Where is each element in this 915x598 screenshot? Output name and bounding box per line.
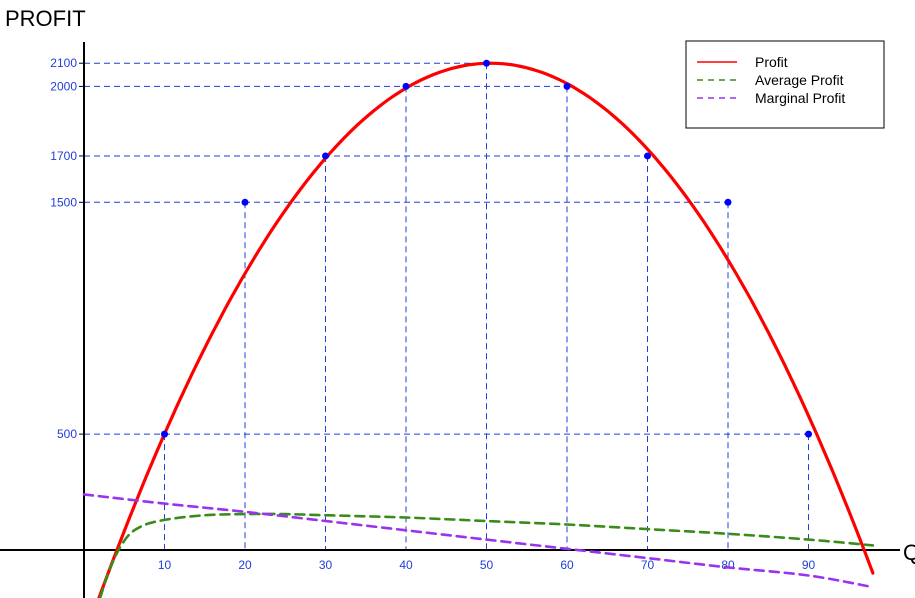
data-point-80 (724, 198, 732, 206)
data-point-40 (402, 82, 410, 90)
y-tick-label-500: 500 (57, 427, 77, 441)
series-line-profit (97, 61, 875, 598)
data-point-50 (483, 59, 490, 67)
x-tick-label-60: 60 (560, 558, 574, 572)
legend-label-average-profit: Average Profit (755, 72, 844, 88)
x-tick-label-10: 10 (158, 558, 172, 572)
legend-box (685, 40, 885, 129)
tick-labels: 500 1500 1700 2000 2100 10 20 30 40 50 60 70 80 90 (50, 56, 815, 572)
data-point-30 (322, 152, 329, 160)
y-tick-label-2000: 2000 (50, 79, 77, 93)
x-tick-label-80: 80 (721, 558, 735, 572)
legend-label-marginal-profit: Marginal Profit (755, 90, 845, 106)
data-point-60 (563, 82, 571, 90)
data-point-90 (805, 430, 812, 438)
data-point-20 (241, 198, 249, 206)
x-tick-label-70: 70 (641, 558, 655, 572)
x-tick-label-20: 20 (238, 558, 252, 572)
legend-label-profit: Profit (755, 54, 788, 70)
x-tick-label-90: 90 (802, 558, 816, 572)
series-line-marginal-profit (82, 493, 875, 589)
series-lines (82, 61, 875, 598)
x-axis-label: Q (903, 540, 915, 565)
legend: Profit Average Profit Marginal Profit (685, 40, 885, 129)
reference-grid (84, 62, 809, 550)
y-axis-label: PROFIT (5, 6, 86, 31)
x-tick-label-50: 50 (480, 558, 494, 572)
y-tick-label-2100: 2100 (50, 56, 77, 70)
marked-points (161, 59, 812, 438)
x-tick-label-30: 30 (319, 558, 333, 572)
axes: PROFIT Q (0, 6, 915, 598)
data-point-10 (161, 430, 168, 438)
data-point-70 (644, 152, 651, 160)
x-tick-label-40: 40 (399, 558, 413, 572)
y-tick-label-1500: 1500 (50, 195, 77, 209)
series-line-average-profit (98, 512, 875, 598)
y-tick-label-1700: 1700 (50, 149, 77, 163)
